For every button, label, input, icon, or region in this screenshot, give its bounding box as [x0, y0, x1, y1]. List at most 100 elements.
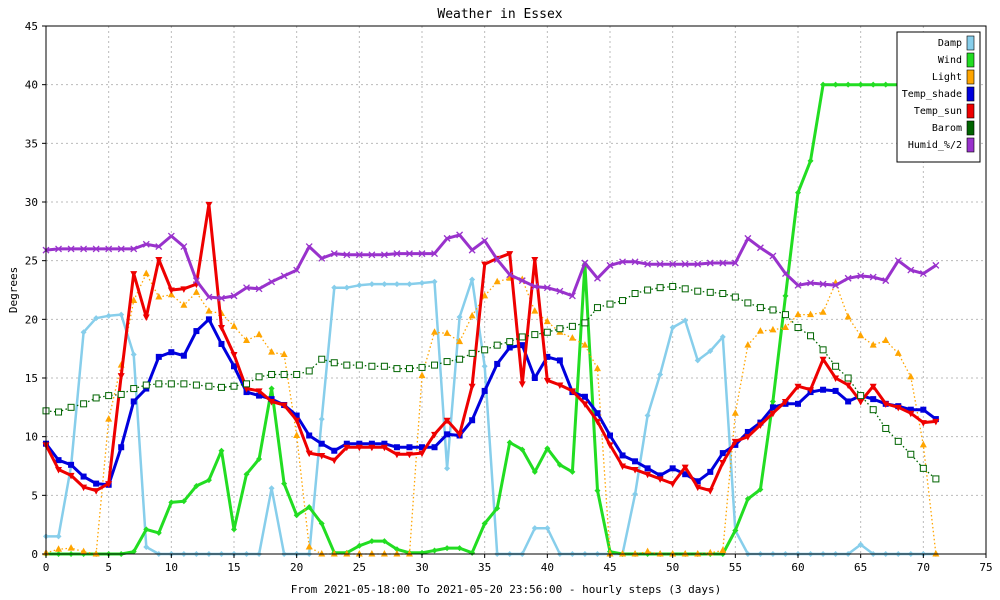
data-point — [55, 457, 62, 464]
data-point — [280, 370, 288, 378]
data-point — [368, 444, 376, 452]
data-point — [493, 256, 501, 263]
data-point — [669, 465, 676, 472]
data-point — [844, 374, 852, 382]
data-point — [368, 538, 375, 545]
data-point — [93, 315, 100, 322]
data-point — [644, 286, 652, 294]
data-point — [381, 440, 388, 447]
data-point — [632, 458, 639, 465]
data-point — [568, 292, 576, 300]
data-point — [205, 307, 213, 314]
data-point — [869, 406, 877, 414]
legend-label: Wind — [938, 55, 962, 66]
data-point — [518, 277, 526, 285]
data-point — [932, 475, 940, 483]
data-point — [80, 329, 87, 336]
data-point — [469, 276, 476, 283]
data-point — [268, 370, 276, 378]
data-point — [155, 353, 162, 360]
x-tick-label: 75 — [979, 561, 992, 574]
data-point — [305, 450, 313, 458]
data-point — [393, 444, 400, 451]
data-point — [556, 461, 563, 468]
data-point — [343, 361, 351, 369]
data-point — [694, 484, 702, 492]
data-point — [444, 465, 451, 472]
data-point — [719, 546, 727, 553]
data-point — [268, 348, 276, 355]
data-point — [368, 362, 376, 370]
legend-label: Barom — [932, 123, 962, 134]
data-point — [193, 328, 200, 335]
data-point — [331, 284, 338, 291]
data-point — [355, 251, 363, 259]
data-point — [255, 388, 263, 395]
data-point — [669, 324, 676, 331]
data-point — [719, 459, 727, 467]
data-point — [105, 481, 113, 488]
data-point — [105, 245, 113, 253]
data-point — [556, 287, 564, 295]
data-point — [731, 409, 739, 416]
data-point — [192, 277, 200, 285]
data-point — [180, 352, 187, 359]
data-point — [92, 488, 100, 495]
data-point — [468, 349, 476, 357]
data-point — [67, 544, 75, 551]
data-point — [256, 455, 263, 462]
data-point — [143, 385, 150, 392]
chart-title: Weather in Essex — [437, 7, 562, 22]
data-point — [230, 352, 238, 359]
data-point — [155, 256, 163, 264]
data-point — [656, 550, 664, 557]
data-point — [519, 446, 526, 453]
data-point — [707, 468, 714, 475]
data-point — [769, 252, 777, 260]
data-point — [443, 329, 451, 336]
data-point — [431, 328, 439, 335]
data-point — [431, 444, 438, 451]
data-point — [80, 484, 88, 492]
data-point — [744, 428, 751, 435]
data-point — [469, 417, 476, 424]
data-point — [769, 398, 776, 405]
data-point — [481, 520, 488, 527]
data-point — [443, 234, 451, 242]
y-tick-label: 20 — [25, 313, 38, 326]
data-point — [444, 431, 451, 438]
data-point — [80, 473, 87, 480]
series-light — [42, 269, 940, 557]
data-point — [669, 282, 677, 290]
x-tick-label: 35 — [478, 561, 491, 574]
data-point — [318, 550, 326, 557]
data-point — [331, 447, 338, 454]
data-point — [468, 311, 476, 319]
data-point — [807, 279, 814, 287]
x-tick-label: 10 — [165, 561, 178, 574]
data-point — [794, 281, 802, 289]
data-point — [380, 550, 388, 557]
data-point — [681, 550, 689, 557]
data-point — [243, 380, 251, 388]
data-point — [882, 277, 890, 285]
data-point — [681, 285, 689, 293]
data-point — [167, 380, 175, 388]
data-point — [606, 300, 614, 308]
data-point — [769, 306, 777, 314]
x-tick-label: 20 — [290, 561, 303, 574]
legend-item-wind: Wind — [938, 52, 975, 68]
data-point — [568, 388, 576, 395]
data-point — [231, 363, 237, 370]
data-point — [657, 472, 664, 479]
data-point — [143, 543, 150, 550]
data-point — [794, 310, 802, 318]
x-tick-label: 65 — [854, 561, 867, 574]
data-point — [882, 336, 890, 343]
data-point — [406, 281, 413, 288]
data-point — [744, 234, 752, 242]
data-point — [67, 403, 75, 411]
data-point — [230, 322, 238, 329]
data-point — [280, 402, 288, 409]
data-point — [130, 351, 137, 358]
